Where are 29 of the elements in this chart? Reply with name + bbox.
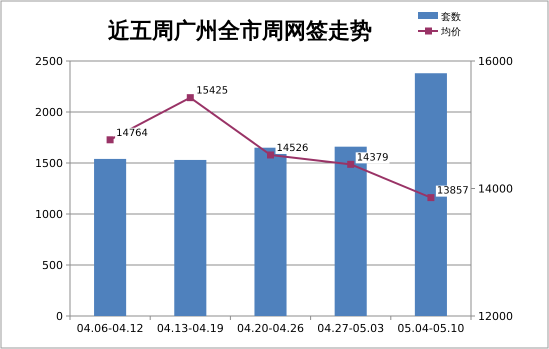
y-tick-label: 1500 <box>35 157 63 170</box>
y2-tick-label: 16000 <box>478 55 513 68</box>
y2-tick-label: 14000 <box>478 182 513 196</box>
point <box>106 136 114 144</box>
data-label: 14764 <box>116 128 148 139</box>
data-label: 13857 <box>436 186 469 197</box>
bar <box>174 160 206 316</box>
y-tick-label: 1000 <box>35 208 63 221</box>
x-tick-label: 04.20-04.26 <box>237 322 304 335</box>
chart-title: 近五周广州全市周网签走势 <box>107 18 372 44</box>
data-label: 14526 <box>276 142 308 154</box>
data-label: 15425 <box>196 86 228 97</box>
legend-label: 均价 <box>440 26 461 38</box>
y-tick-label: 2500 <box>35 55 63 68</box>
x-tick-label: 04.06-04.12 <box>76 322 144 335</box>
point <box>347 160 354 168</box>
x-tick-label: 05.04-05.10 <box>397 322 464 335</box>
point <box>267 151 274 158</box>
y-tick-label: 0 <box>56 310 63 323</box>
bar <box>94 158 126 316</box>
point <box>186 94 194 102</box>
y2-tick-label: 12000 <box>478 310 513 323</box>
legend-label: 套数 <box>441 11 461 23</box>
x-tick-label: 04.13-04.19 <box>156 322 224 335</box>
y-tick-label: 2000 <box>35 106 63 119</box>
x-tick-label: 04.27-05.03 <box>317 322 384 335</box>
point <box>427 194 434 202</box>
y-tick-label: 500 <box>42 259 63 272</box>
data-label: 14379 <box>356 152 389 164</box>
